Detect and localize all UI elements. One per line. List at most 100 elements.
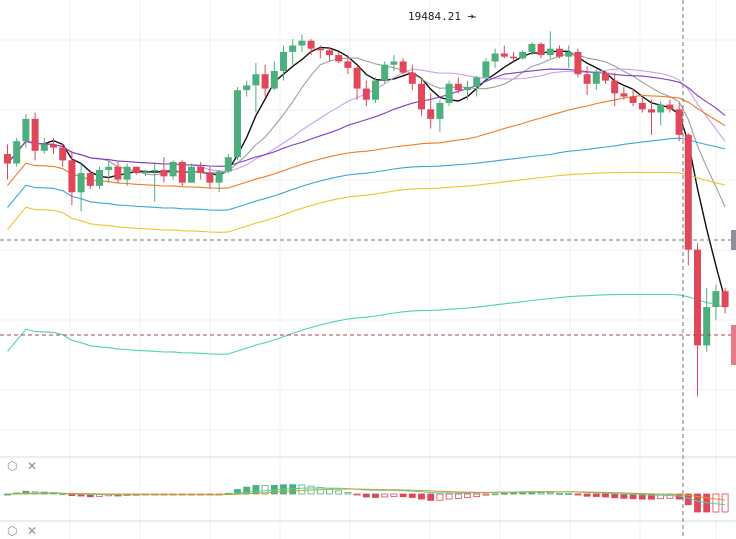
macd-histogram-bar — [445, 493, 453, 500]
macd-pane — [4, 484, 729, 513]
candle-body — [694, 249, 701, 346]
candle-body — [491, 53, 499, 62]
candle-body — [206, 173, 214, 183]
moving-average-line — [7, 53, 726, 208]
macd-histogram-bar — [611, 493, 619, 499]
candle-body — [270, 71, 278, 89]
settings-icon[interactable]: ⬡ — [7, 459, 18, 473]
moving-average-line — [7, 171, 726, 233]
candle-body — [224, 157, 232, 172]
candle-body — [132, 166, 140, 174]
candle-body — [712, 291, 720, 308]
macd-histogram-bar — [473, 493, 481, 498]
candle-body — [684, 134, 692, 250]
candle-body — [96, 169, 103, 186]
macd-histogram-bar — [620, 493, 628, 499]
macd-histogram-bar — [261, 485, 269, 495]
candle-body — [592, 72, 600, 84]
candle-body — [556, 48, 563, 57]
candle-body — [289, 45, 297, 52]
candle-body — [427, 109, 435, 119]
candle-body — [703, 307, 711, 346]
macd-histogram-bar — [510, 492, 517, 495]
candle-body — [197, 166, 205, 174]
macd-histogram-bar — [537, 492, 545, 495]
candle-body — [473, 77, 481, 87]
candle-body — [22, 118, 30, 142]
close-icon[interactable]: ✕ — [27, 524, 38, 538]
candle-body — [344, 61, 352, 68]
candle-body — [307, 40, 315, 49]
candle-body — [68, 160, 76, 193]
macd-histogram-bar — [694, 493, 701, 513]
candles — [4, 31, 729, 397]
candle-body — [565, 51, 573, 57]
candle-body — [482, 61, 490, 78]
candle-body — [178, 161, 186, 183]
candle-body — [620, 93, 628, 97]
candle-body — [445, 83, 453, 103]
macd-histogram-bar — [372, 493, 379, 498]
candle-body — [298, 40, 306, 46]
axis-marker — [731, 325, 736, 365]
candle-body — [510, 56, 517, 59]
candle-body — [381, 64, 389, 81]
settings-icon[interactable]: ⬡ — [7, 524, 18, 538]
candle-body — [454, 83, 462, 91]
macd-histogram-bar — [583, 493, 591, 497]
macd-histogram-bar — [565, 493, 573, 496]
candle-body — [666, 104, 674, 110]
macd-histogram-bar — [381, 493, 389, 498]
candle-body — [50, 144, 57, 148]
candle-body — [372, 80, 379, 100]
candle-body — [59, 147, 67, 161]
macd-histogram-bar — [427, 493, 435, 501]
macd-histogram-bar — [602, 493, 609, 498]
close-icon[interactable]: ✕ — [27, 459, 38, 473]
macd-histogram-bar — [252, 485, 260, 495]
candle-body — [574, 51, 582, 75]
macd-histogram-bar — [408, 493, 416, 498]
candle-body — [537, 43, 545, 56]
candle-body — [252, 74, 260, 86]
candle-body — [399, 61, 407, 73]
candle-body — [721, 291, 729, 308]
candle-body — [243, 85, 251, 91]
candle-body — [160, 169, 168, 177]
macd-histogram-bar — [418, 493, 425, 500]
candle-body — [528, 43, 536, 52]
candle-body — [546, 48, 554, 56]
macd-histogram-bar — [500, 492, 508, 495]
candle-body — [188, 166, 195, 183]
candle-body — [648, 109, 655, 113]
macd-histogram-bar — [454, 493, 462, 499]
moving-average-line — [7, 137, 726, 211]
candle-body — [675, 109, 683, 135]
macd-histogram-bar — [335, 490, 343, 495]
candle-body — [408, 72, 416, 84]
macd-histogram-bar — [362, 493, 370, 498]
candle-body — [114, 166, 122, 180]
candle-body — [280, 51, 287, 72]
candle-body — [500, 53, 508, 57]
candle-body — [611, 80, 619, 94]
candle-body — [362, 88, 370, 100]
candle-body — [638, 102, 646, 110]
candle-body — [629, 96, 637, 103]
macd-histogram-bar — [519, 492, 527, 495]
macd-histogram-bar — [592, 493, 600, 497]
macd-histogram-bar — [482, 493, 490, 496]
candle-body — [519, 51, 527, 59]
candle-body — [353, 67, 361, 89]
macd-histogram-bar — [712, 493, 720, 513]
macd-histogram-bar — [243, 486, 251, 495]
candle-body — [40, 144, 48, 151]
macd-histogram-bar — [298, 484, 306, 495]
candle-body — [326, 50, 333, 56]
candle-body — [151, 169, 159, 172]
macd-histogram-bar — [556, 492, 563, 495]
candle-body — [464, 86, 471, 91]
